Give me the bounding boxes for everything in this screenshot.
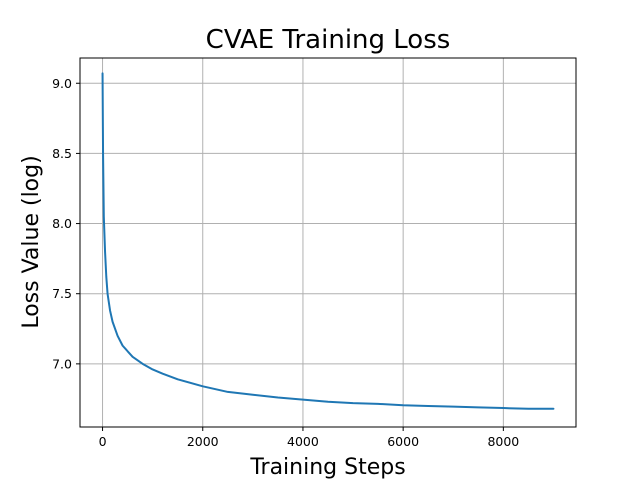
y-axis-ticks: 7.0 7.5 8.0 8.5 9.0 bbox=[52, 76, 80, 371]
x-tick-label: 6000 bbox=[387, 434, 419, 449]
y-tick-label: 9.0 bbox=[52, 76, 72, 91]
x-tick-label: 4000 bbox=[287, 434, 319, 449]
grid bbox=[80, 58, 576, 427]
series-group bbox=[101, 72, 555, 410]
x-axis-label: Training Steps bbox=[249, 455, 405, 480]
y-tick-label: 7.5 bbox=[52, 286, 72, 301]
x-tick-label: 2000 bbox=[187, 434, 219, 449]
y-tick-label: 8.0 bbox=[52, 216, 72, 231]
y-tick-label: 7.0 bbox=[52, 356, 72, 371]
y-tick-label: 8.5 bbox=[52, 146, 72, 161]
x-tick-label: 0 bbox=[99, 434, 107, 449]
chart-title: CVAE Training Loss bbox=[206, 25, 451, 55]
x-axis-ticks: 0 2000 4000 6000 8000 bbox=[99, 427, 519, 449]
plot-frame bbox=[79, 57, 577, 428]
x-tick-label: 8000 bbox=[487, 434, 519, 449]
loss-series-line bbox=[101, 72, 555, 410]
y-axis-label: Loss Value (log) bbox=[19, 155, 44, 328]
